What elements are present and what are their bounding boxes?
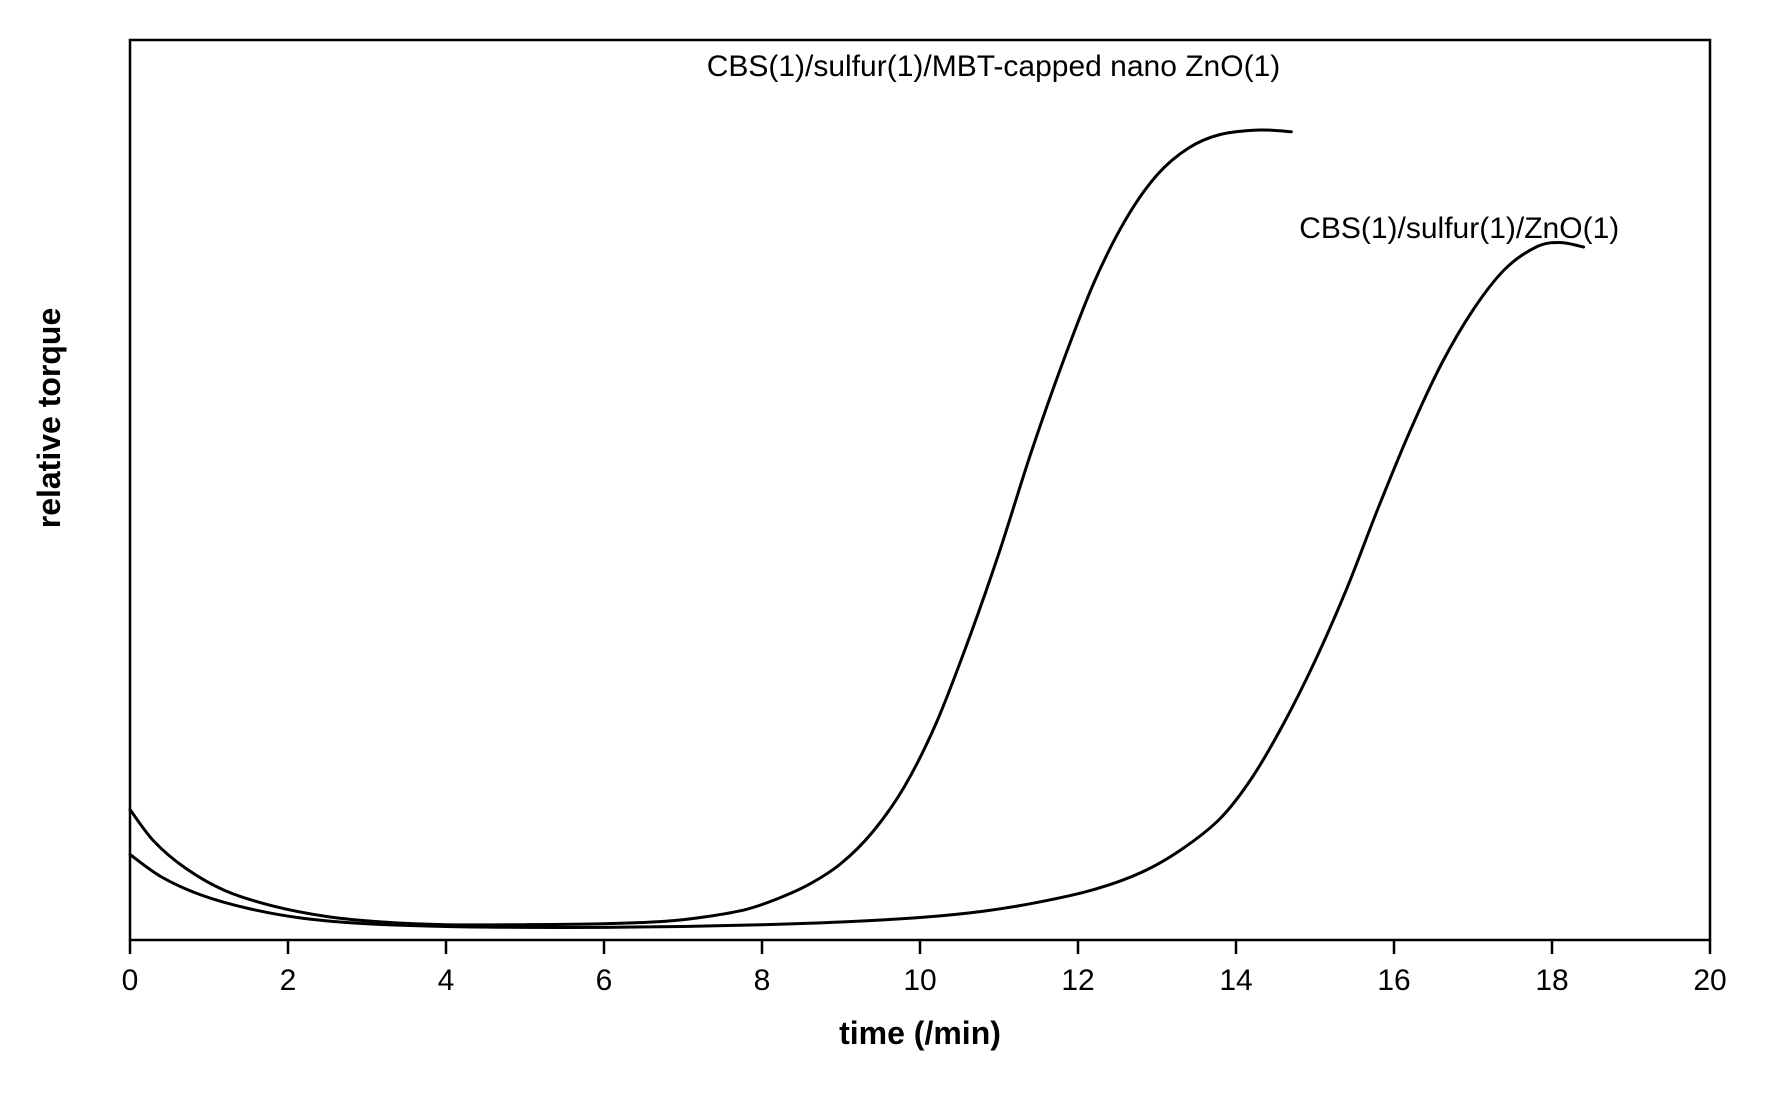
x-axis-label: time (/min) [839, 1015, 1001, 1051]
series-label-1: CBS(1)/sulfur(1)/ZnO(1) [1299, 212, 1619, 245]
series-label-0: CBS(1)/sulfur(1)/MBT-capped nano ZnO(1) [707, 50, 1281, 83]
x-tick-label: 10 [903, 964, 936, 997]
x-tick-label: 18 [1535, 964, 1568, 997]
x-tick-label: 6 [596, 964, 613, 997]
x-tick-label: 16 [1377, 964, 1410, 997]
x-tick-label: 2 [280, 964, 297, 997]
torque-chart: 0 2 4 6 8 10 12 14 16 18 20 time (/min) relative tor… [0, 0, 1788, 1093]
x-tick-label: 0 [122, 964, 139, 997]
x-tick-label: 8 [754, 964, 771, 997]
x-tick-label: 20 [1693, 964, 1726, 997]
x-tick-label: 4 [438, 964, 455, 997]
x-tick-label: 14 [1219, 964, 1252, 997]
x-tick-label: 12 [1061, 964, 1094, 997]
y-axis-label: relative torque [31, 308, 67, 529]
chart-svg: 0 2 4 6 8 10 12 14 16 18 20 time (/min) relative tor… [0, 0, 1788, 1093]
